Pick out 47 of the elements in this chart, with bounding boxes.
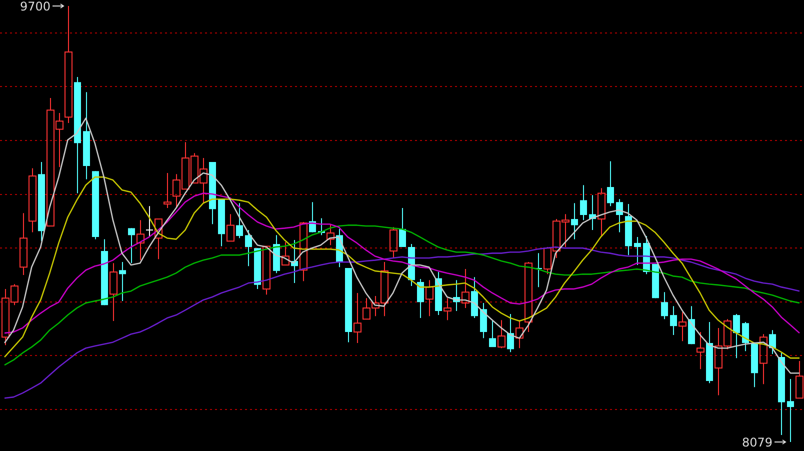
candlestick [444,298,452,321]
candlestick [417,278,424,319]
candlestick [154,218,162,260]
candlestick [489,320,496,348]
candlestick [110,262,118,322]
candlestick [678,312,686,342]
candlestick [760,334,768,385]
candlestick [498,320,506,349]
candlestick [426,280,434,317]
candlestick [226,214,234,242]
candlestick [507,313,514,353]
candlestick [354,292,362,344]
annotation: 8079 [742,435,772,450]
candlestick [580,184,587,221]
candlestick [119,262,126,302]
candlestick [164,172,172,208]
annotation: 9700 [20,0,50,14]
candlestick [598,188,606,236]
candlestick [64,6,72,124]
candlestick [769,330,776,355]
candlestick [390,226,398,259]
candlestick [136,220,144,261]
candlestick [300,221,308,282]
candlestick [245,230,252,267]
candlestick [524,262,532,332]
candlestick [696,331,704,370]
candlestick [661,292,668,320]
candlestick [516,320,524,349]
candlestick [20,212,28,276]
candlestick [462,268,470,309]
candlestick [634,236,641,266]
candlestick [787,378,794,442]
candlestick [571,202,578,240]
candlestick [236,202,243,239]
candlestick [28,168,36,233]
candlestick [282,242,290,266]
candlestick [796,360,804,399]
candlestick [128,228,135,264]
candlestick [742,322,749,352]
candlestick [616,198,623,233]
candlestick [146,206,154,238]
candlestick [733,313,740,359]
candlestick [607,160,614,207]
candlestick [480,302,487,339]
candlestick [399,207,406,248]
candlestick [670,306,677,336]
candlestick [326,224,334,246]
